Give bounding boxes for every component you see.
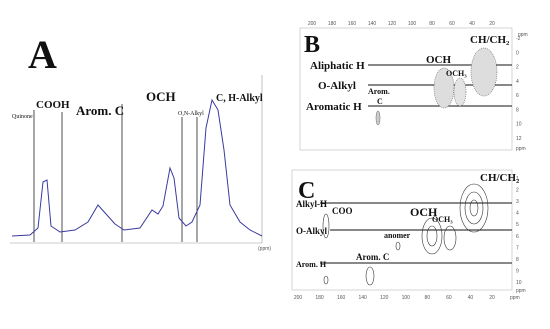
annotation: CH/CH₂ [480,172,520,184]
x-tick-label: 140 [358,295,367,301]
y-tick-label: 0 [516,50,519,56]
panel-a: A Quinone COOH Arom. C OCH O,N-Alkyl C, … [10,32,271,252]
annotation: Arom. C [356,252,389,262]
axis-unit: ppm [518,32,528,38]
y-tick-label: 6 [516,93,519,99]
y-tick-label: 10 [516,122,522,128]
y-tick-label: 10 [516,280,522,286]
x-tick-label: 180 [328,21,337,27]
y-tick-label: 9 [516,268,519,274]
x-tick-label: 40 [469,21,475,27]
x-tick-label: 40 [468,295,474,301]
annotation: CH/CH₂ [470,34,510,46]
x-tick-label: 20 [489,295,495,301]
x-tick-label: 80 [425,295,431,301]
annotation: anomer [384,231,411,240]
x-tick-label: 120 [380,295,389,301]
y-tick-label: 2 [516,188,519,194]
x-tick-label: 180 [315,295,324,301]
x-tick-label: 120 [388,21,397,27]
panel-c: C Alkyl-H O-Alkyl Arom. H CH/CH₂ COO OCH… [291,169,520,291]
row-label: Alkyl-H [296,199,327,209]
annotation: C, H-Alkyl [216,93,263,104]
x-tick-label: 100 [408,21,417,27]
panel-b: B Aliphatic H O-Alkyl Aromatic H CH/CH₂ … [299,27,513,151]
x-tick-label: 200 [308,21,317,27]
y-tick-label: 6 [516,234,519,240]
annotation: COOH [36,99,70,111]
annotation: O,N-Alkyl [178,111,204,117]
y-tick-label: -2 [516,36,521,42]
x-tick-label: 80 [429,21,435,27]
x-tick-label: 20 [489,21,495,27]
x-tick-label: 60 [449,21,455,27]
y-tick-label: 8 [516,107,519,113]
row-label: Arom. H [296,260,327,269]
annotation: OCH₃ [432,215,453,224]
axis-unit: ppm [516,288,526,294]
axis-unit: ppm [516,146,526,152]
annotation: COO [332,206,353,216]
row-label: Aliphatic H [310,60,365,72]
annotation: Arom. [368,87,390,96]
y-tick-label: 3 [516,199,519,205]
y-tick-label: 12 [516,136,522,142]
panel-label: A [28,32,57,77]
row-label: Aromatic H [306,101,362,113]
x-tick-label: 200 [294,295,303,301]
annotation: C [377,97,383,106]
panel-label: C [298,178,315,204]
annotation: Quinone [12,114,33,120]
x-tick-label: 140 [368,21,377,27]
y-tick-label: 5 [516,222,519,228]
y-tick-label: 8 [516,257,519,263]
y-tick-label: 7 [516,245,519,251]
x-tick-label: 100 [402,295,411,301]
x-tick-label: 160 [337,295,346,301]
axis-unit: (ppm) [258,246,271,252]
y-tick-label: 2 [516,65,519,71]
axis-unit: ppm [510,295,520,301]
x-tick-label: 160 [348,21,357,27]
annotation: OCH [146,89,176,104]
row-label: O-Alkyl [296,226,328,236]
y-tick-label: 1 [516,176,519,182]
annotation: Arom. C [76,103,124,118]
panel-label: B [304,32,320,58]
row-label: O-Alkyl [318,80,356,92]
x-tick-label: 60 [446,295,452,301]
annotation: OCH [426,54,452,66]
y-tick-label: 4 [516,79,519,85]
annotation: OCH [410,205,438,219]
annotation: OCH₃ [446,69,467,78]
y-tick-label: 4 [516,211,519,217]
